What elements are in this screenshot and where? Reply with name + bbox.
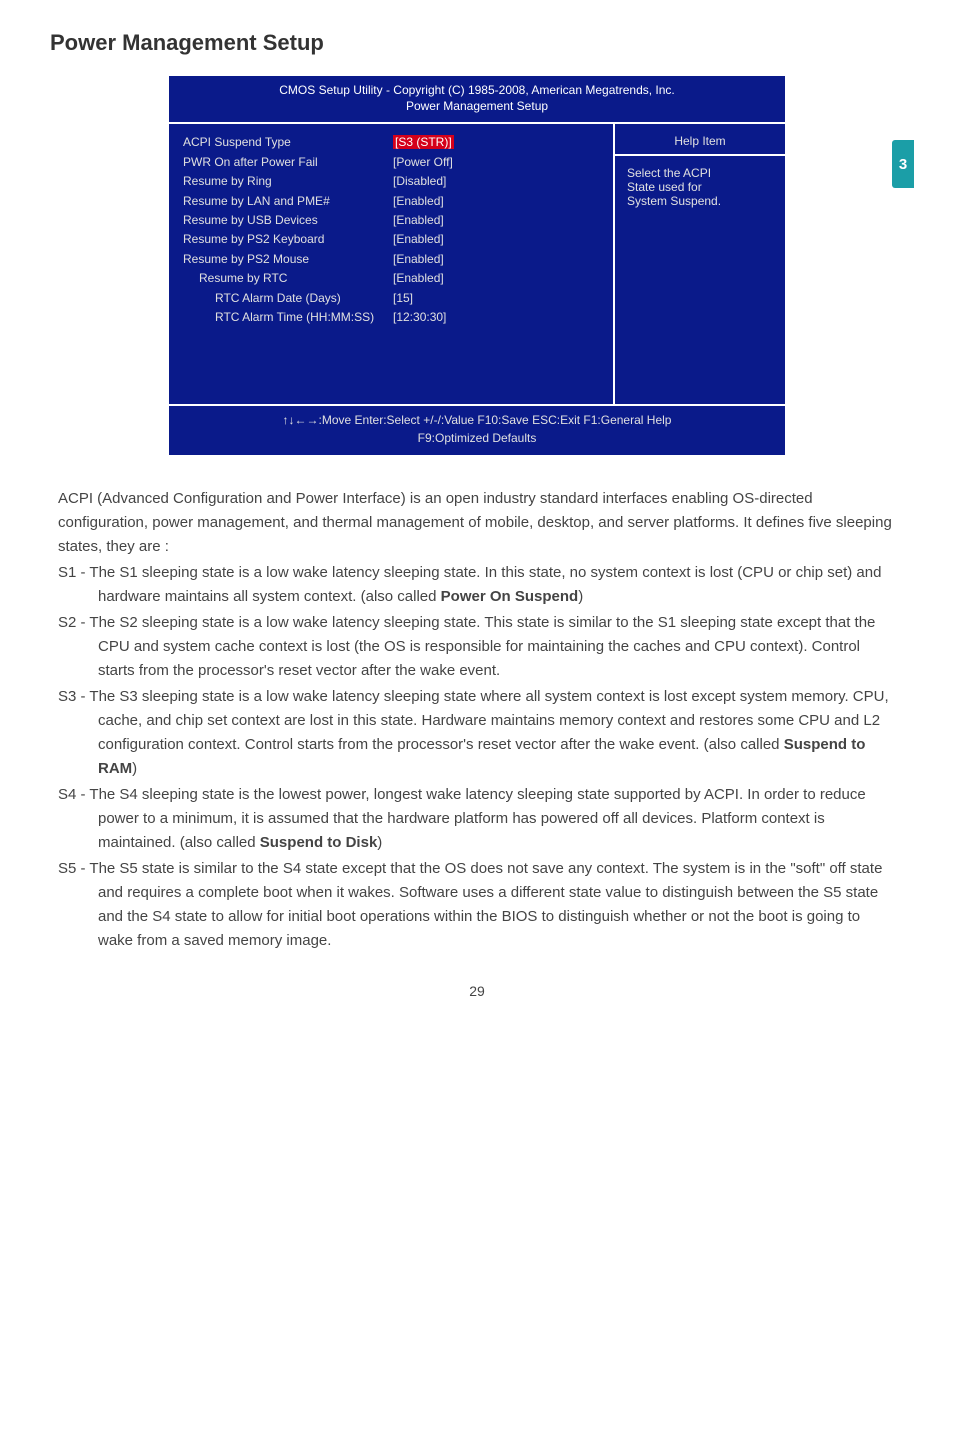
bios-body: ACPI Suspend Type[S3 (STR)]PWR On after … bbox=[169, 124, 785, 404]
bios-label: PWR On after Power Fail bbox=[183, 154, 393, 171]
bios-row[interactable]: PWR On after Power Fail[Power Off] bbox=[183, 154, 599, 171]
bios-label: RTC Alarm Time (HH:MM:SS) bbox=[183, 309, 393, 326]
bios-label: Resume by PS2 Keyboard bbox=[183, 231, 393, 248]
footer-line1: ↑↓←→:Move Enter:Select +/-/:Value F10:Sa… bbox=[169, 412, 785, 429]
list-item: S5 - The S5 state is similar to the S4 s… bbox=[58, 857, 896, 953]
page-number: 29 bbox=[40, 983, 914, 999]
footer-line2: F9:Optimized Defaults bbox=[169, 430, 785, 447]
intro-paragraph: ACPI (Advanced Configuration and Power I… bbox=[58, 487, 896, 559]
bios-footer: ↑↓←→:Move Enter:Select +/-/:Value F10:Sa… bbox=[169, 404, 785, 455]
list-item: S4 - The S4 sleeping state is the lowest… bbox=[58, 783, 896, 855]
bios-value: [S3 (STR)] bbox=[393, 134, 454, 151]
bios-row[interactable]: ACPI Suspend Type[S3 (STR)] bbox=[183, 134, 599, 151]
list-item: S2 - The S2 sleeping state is a low wake… bbox=[58, 611, 896, 683]
bios-box: CMOS Setup Utility - Copyright (C) 1985-… bbox=[167, 74, 787, 457]
bios-container: CMOS Setup Utility - Copyright (C) 1985-… bbox=[40, 74, 914, 457]
help-line: State used for bbox=[627, 180, 773, 194]
bios-value: [Enabled] bbox=[393, 212, 444, 229]
page-title: Power Management Setup bbox=[50, 30, 914, 56]
body-text: ACPI (Advanced Configuration and Power I… bbox=[40, 487, 914, 953]
bios-row[interactable]: Resume by LAN and PME#[Enabled] bbox=[183, 193, 599, 210]
bios-label: RTC Alarm Date (Days) bbox=[183, 290, 393, 307]
help-title: Help Item bbox=[627, 134, 773, 148]
bios-value: [12:30:30] bbox=[393, 309, 446, 326]
bios-row[interactable]: Resume by PS2 Keyboard[Enabled] bbox=[183, 231, 599, 248]
bios-settings-panel: ACPI Suspend Type[S3 (STR)]PWR On after … bbox=[169, 124, 615, 404]
bios-row[interactable]: Resume by Ring[Disabled] bbox=[183, 173, 599, 190]
bios-label: Resume by LAN and PME# bbox=[183, 193, 393, 210]
bios-label: Resume by RTC bbox=[183, 270, 393, 287]
list-item: S3 - The S3 sleeping state is a low wake… bbox=[58, 685, 896, 781]
bios-row[interactable]: RTC Alarm Date (Days)[15] bbox=[183, 290, 599, 307]
bios-row[interactable]: RTC Alarm Time (HH:MM:SS)[12:30:30] bbox=[183, 309, 599, 326]
bios-header-line2: Power Management Setup bbox=[169, 98, 785, 114]
bios-header-line1: CMOS Setup Utility - Copyright (C) 1985-… bbox=[169, 82, 785, 98]
bios-label: Resume by USB Devices bbox=[183, 212, 393, 229]
help-line: Select the ACPI bbox=[627, 166, 773, 180]
bios-row[interactable]: Resume by RTC[Enabled] bbox=[183, 270, 599, 287]
bios-header: CMOS Setup Utility - Copyright (C) 1985-… bbox=[169, 76, 785, 124]
bios-row[interactable]: Resume by USB Devices[Enabled] bbox=[183, 212, 599, 229]
bios-help-panel: Help Item Select the ACPIState used forS… bbox=[615, 124, 785, 404]
bios-value: [Disabled] bbox=[393, 173, 446, 190]
bios-label: Resume by Ring bbox=[183, 173, 393, 190]
bios-value: [Enabled] bbox=[393, 193, 444, 210]
list-item: S1 - The S1 sleeping state is a low wake… bbox=[58, 561, 896, 609]
bios-value: [Enabled] bbox=[393, 231, 444, 248]
help-divider bbox=[615, 154, 785, 156]
bios-row[interactable]: Resume by PS2 Mouse[Enabled] bbox=[183, 251, 599, 268]
bios-label: ACPI Suspend Type bbox=[183, 134, 393, 151]
help-body: Select the ACPIState used forSystem Susp… bbox=[627, 166, 773, 208]
help-line: System Suspend. bbox=[627, 194, 773, 208]
bios-value: [15] bbox=[393, 290, 413, 307]
bios-value: [Enabled] bbox=[393, 270, 444, 287]
bios-label: Resume by PS2 Mouse bbox=[183, 251, 393, 268]
bios-value: [Power Off] bbox=[393, 154, 453, 171]
side-tab: 3 bbox=[892, 140, 914, 188]
bios-value: [Enabled] bbox=[393, 251, 444, 268]
